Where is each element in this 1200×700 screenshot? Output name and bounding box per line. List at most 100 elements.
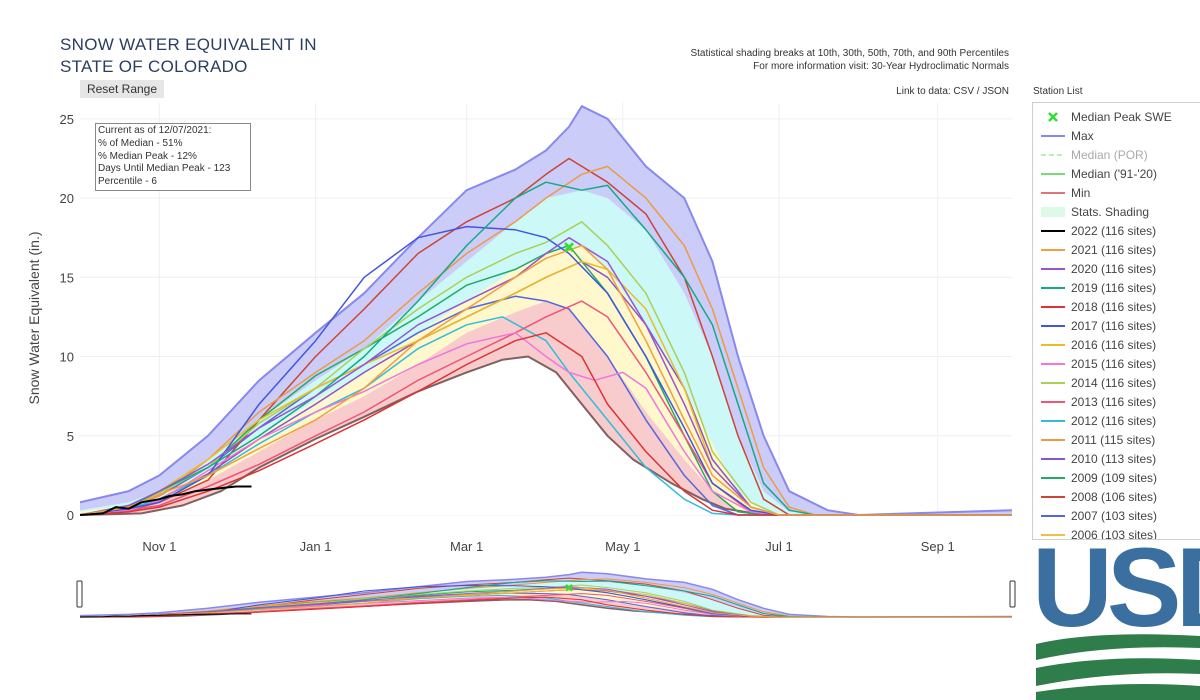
legend-item[interactable]: 2017 (116 sites): [1033, 317, 1200, 336]
range-median-peak-marker: [565, 584, 573, 592]
series-2021: [80, 244, 1012, 516]
legend-item[interactable]: 2014 (116 sites): [1033, 374, 1200, 393]
legend-label: 2015 (116 sites): [1071, 357, 1157, 371]
legend-item[interactable]: 2009 (109 sites): [1033, 469, 1200, 488]
data-link[interactable]: Link to data: CSV / JSON: [896, 86, 1009, 97]
legend-item[interactable]: 2018 (116 sites): [1033, 298, 1200, 317]
median-peak-marker: [564, 242, 574, 253]
x-tick-label: Nov 1: [142, 539, 176, 554]
legend-item[interactable]: 2006 (103 sites): [1033, 526, 1200, 540]
legend-item[interactable]: 2021 (116 sites): [1033, 241, 1200, 260]
usda-logo: USD: [1036, 540, 1200, 700]
info-line4: Days Until Median Peak - 123: [98, 163, 231, 175]
legend-swatch: [1041, 325, 1065, 327]
legend-label: 2011 (115 sites): [1071, 433, 1156, 447]
legend-item[interactable]: 2016 (116 sites): [1033, 336, 1200, 355]
legend-label: 2012 (116 sites): [1071, 414, 1157, 428]
range-band-area: [80, 599, 1012, 617]
legend-swatch: [1041, 268, 1065, 270]
percentile-note-line1: Statistical shading breaks at 10th, 30th…: [690, 48, 1009, 59]
legend-item[interactable]: 2011 (115 sites): [1033, 431, 1200, 450]
legend-label: 2018 (116 sites): [1071, 300, 1157, 314]
legend-swatch: [1041, 515, 1065, 517]
current-info-box: Current as of 12/07/2021: % of Median - …: [95, 123, 251, 191]
legend-swatch: [1041, 230, 1065, 232]
legend-item[interactable]: Max: [1033, 127, 1200, 146]
y-axis-label: Snow Water Equivalent (in.): [26, 232, 42, 405]
x-tick-label: Sep 1: [921, 539, 955, 554]
percentile-notes: Statistical shading breaks at 10th, 30th…: [690, 47, 1009, 73]
legend-label: 2013 (116 sites): [1071, 395, 1157, 409]
legend-label: 2006 (103 sites): [1071, 528, 1158, 540]
usda-swoosh-2: [1036, 658, 1200, 686]
legend-item[interactable]: 2010 (113 sites): [1033, 450, 1200, 469]
legend-item[interactable]: 2012 (116 sites): [1033, 412, 1200, 431]
legend-label: Stats. Shading: [1071, 205, 1150, 219]
legend-label: 2017 (116 sites): [1071, 319, 1157, 333]
info-line1: Current as of 12/07/2021:: [98, 125, 212, 136]
legend-label: 2021 (116 sites): [1071, 243, 1157, 257]
legend-swatch: [1041, 135, 1065, 137]
y-tick-label: 0: [67, 508, 74, 523]
legend-label: 2019 (116 sites): [1071, 281, 1157, 295]
legend-item[interactable]: 2015 (116 sites): [1033, 355, 1200, 374]
x-tick-label: May 1: [605, 539, 640, 554]
median-peak-marks: [564, 242, 574, 253]
usda-swoosh-3: [1036, 684, 1200, 700]
legend-item[interactable]: 2022 (116 sites): [1033, 222, 1200, 241]
legend-item[interactable]: 2008 (106 sites): [1033, 488, 1200, 507]
legend-swatch: [1041, 207, 1065, 217]
info-line2: % of Median - 51%: [98, 137, 183, 149]
chart-title-line2: STATE OF COLORADO: [60, 57, 248, 76]
legend-label: 2009 (109 sites): [1071, 471, 1158, 485]
percentile-note-line2[interactable]: For more information visit: 30-Year Hydr…: [753, 61, 1009, 72]
legend-swatch: [1041, 363, 1065, 365]
legend-label: Median ('91-'20): [1071, 167, 1157, 181]
legend-swatch: [1041, 496, 1065, 498]
band-min-area: [80, 356, 1012, 515]
x-tick-label: Jul 1: [765, 539, 792, 554]
legend-swatch: [1041, 420, 1065, 422]
range-handle-right[interactable]: [1009, 580, 1016, 608]
legend-item[interactable]: Median ('91-'20): [1033, 165, 1200, 184]
reset-range-button[interactable]: Reset Range: [80, 80, 164, 98]
range-slider[interactable]: [76, 568, 1016, 619]
series-2015: [80, 332, 1012, 516]
legend-swatch: [1041, 439, 1065, 441]
station-list-link[interactable]: Station List: [1033, 86, 1083, 97]
y-tick-label: 20: [60, 191, 74, 206]
legend-label: Median Peak SWE: [1071, 110, 1172, 124]
legend-swatch: [1041, 477, 1065, 479]
band-max-line: [80, 104, 1012, 517]
legend-label: 2020 (116 sites): [1071, 262, 1157, 276]
chart-legend[interactable]: Median Peak SWE Max Median (POR) Median ('9…: [1032, 102, 1200, 540]
usda-logo-text: USD: [1036, 540, 1200, 650]
range-handle-left[interactable]: [76, 580, 83, 608]
legend-swatch: [1041, 306, 1065, 308]
legend-label: 2014 (116 sites): [1071, 376, 1157, 390]
legend-item[interactable]: Min: [1033, 184, 1200, 203]
range-band-line: [79, 571, 1013, 618]
legend-item[interactable]: Stats. Shading: [1033, 203, 1200, 222]
legend-item[interactable]: 2020 (116 sites): [1033, 260, 1200, 279]
legend-item[interactable]: 2019 (116 sites): [1033, 279, 1200, 298]
x-tick-label: Jan 1: [300, 539, 332, 554]
legend-item[interactable]: 2007 (103 sites): [1033, 507, 1200, 526]
chart-title-line1: SNOW WATER EQUIVALENT IN: [60, 35, 317, 54]
legend-item[interactable]: Median Peak SWE: [1033, 108, 1200, 127]
legend-label: Max: [1071, 129, 1094, 143]
usda-swoosh-1: [1036, 634, 1200, 660]
range-series-2021: [79, 587, 1012, 618]
series-2019: [80, 181, 1012, 516]
series-2011: [80, 165, 1012, 516]
y-tick-label: 10: [60, 350, 74, 365]
legend-swatch: [1041, 344, 1065, 346]
chart-title: SNOW WATER EQUIVALENT IN STATE OF COLORA…: [60, 34, 317, 78]
legend-item[interactable]: 2013 (116 sites): [1033, 393, 1200, 412]
legend-label: 2016 (116 sites): [1071, 338, 1157, 352]
legend-swatch: [1041, 382, 1065, 384]
legend-label: 2007 (103 sites): [1071, 509, 1158, 523]
legend-item[interactable]: Median (POR): [1033, 146, 1200, 165]
y-tick-label: 15: [60, 270, 74, 285]
